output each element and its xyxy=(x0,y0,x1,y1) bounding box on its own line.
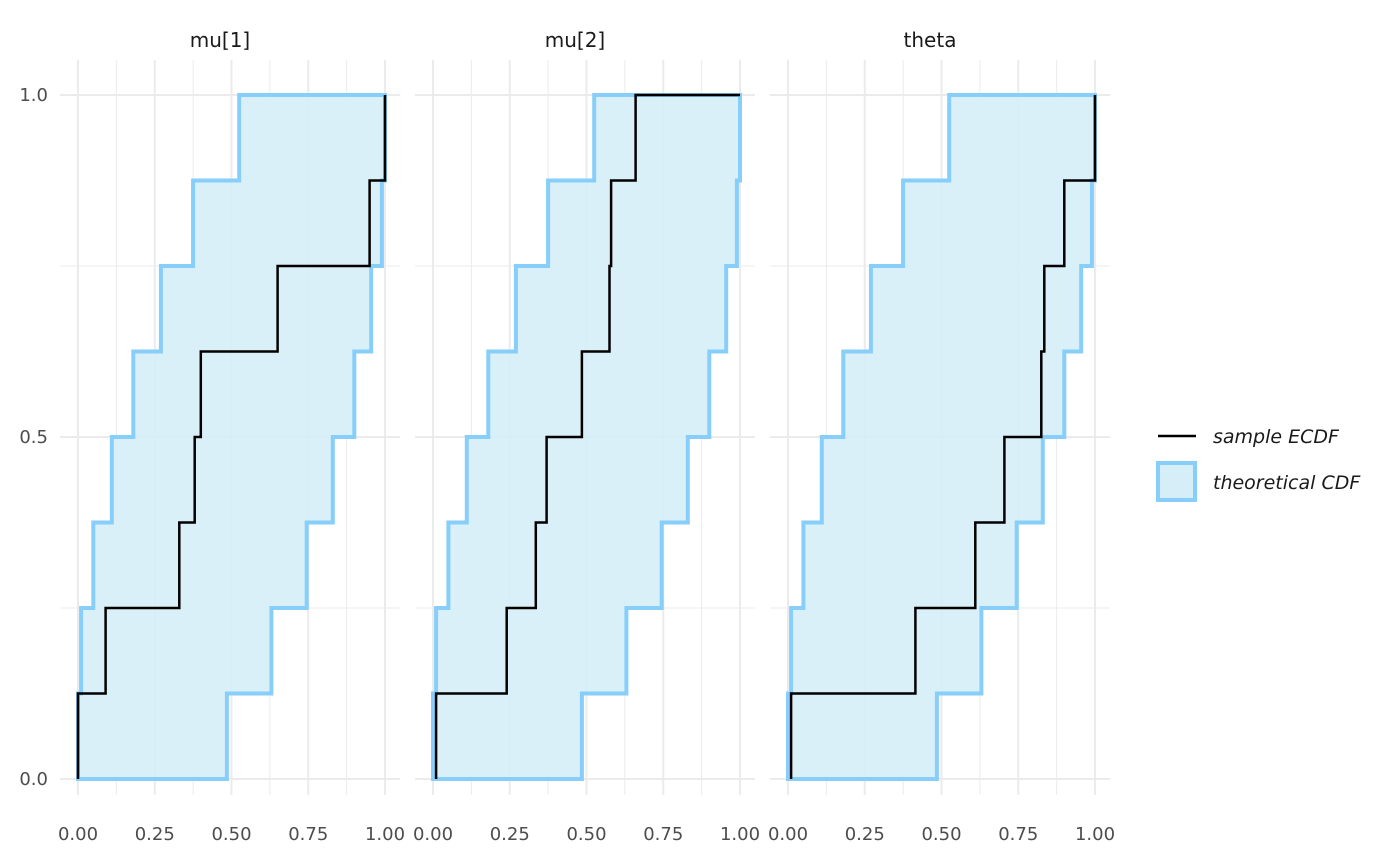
x-tick-label: 0.25 xyxy=(845,824,885,845)
panel-title: mu[1] xyxy=(190,28,251,52)
panel-1: mu[2] 0.00 0.25 0.50 0.75 1.00 xyxy=(413,28,760,845)
x-tick-label: 0.50 xyxy=(211,824,251,845)
x-tick-label: 0.00 xyxy=(58,824,98,845)
x-tick-label: 0.25 xyxy=(490,824,530,845)
panel-title: mu[2] xyxy=(545,28,606,52)
x-tick-label: 0.00 xyxy=(768,824,808,845)
theoretical-cdf-band xyxy=(786,93,1097,781)
x-tick-label: 1.00 xyxy=(720,824,760,845)
x-tick-label: 0.25 xyxy=(135,824,175,845)
sample-ecdf-line xyxy=(434,93,740,779)
legend: sample ECDF theoretical CDF xyxy=(1156,426,1361,502)
y-tick-label: 0.0 xyxy=(19,769,48,790)
panel-2: theta 0.00 0.25 0.50 0.75 1.00 xyxy=(768,28,1115,845)
x-tick-label: 0.75 xyxy=(998,824,1038,845)
y-tick-label: 0.5 xyxy=(19,427,48,448)
panel-0: mu[1] 0.00 0.25 0.50 0.75 1.00 0.0 0.5 1.0 xyxy=(19,28,405,845)
sample-ecdf-line xyxy=(76,95,387,779)
x-tick-label: 0.75 xyxy=(288,824,328,845)
panel-title: theta xyxy=(904,28,957,52)
chart-panels: mu[1] 0.00 0.25 0.50 0.75 1.00 0.0 0.5 1.0 mu[2] 0… xyxy=(19,28,1115,845)
x-tick-label: 0.00 xyxy=(413,824,453,845)
sample-ecdf-line xyxy=(789,95,1097,779)
x-tick-label: 1.00 xyxy=(365,824,405,845)
x-tick-label: 1.00 xyxy=(1075,824,1115,845)
theoretical-cdf-band xyxy=(431,93,742,781)
y-tick-label: 1.0 xyxy=(19,85,48,106)
x-tick-label: 0.50 xyxy=(566,824,606,845)
x-tick-label: 0.50 xyxy=(921,824,961,845)
legend-key-theoretical-cdf xyxy=(1156,461,1197,502)
legend-label-theoretical-cdf: theoretical CDF xyxy=(1213,472,1361,494)
x-tick-label: 0.75 xyxy=(643,824,683,845)
legend-label-sample-ecdf: sample ECDF xyxy=(1213,426,1340,448)
theoretical-cdf-band xyxy=(76,93,387,781)
